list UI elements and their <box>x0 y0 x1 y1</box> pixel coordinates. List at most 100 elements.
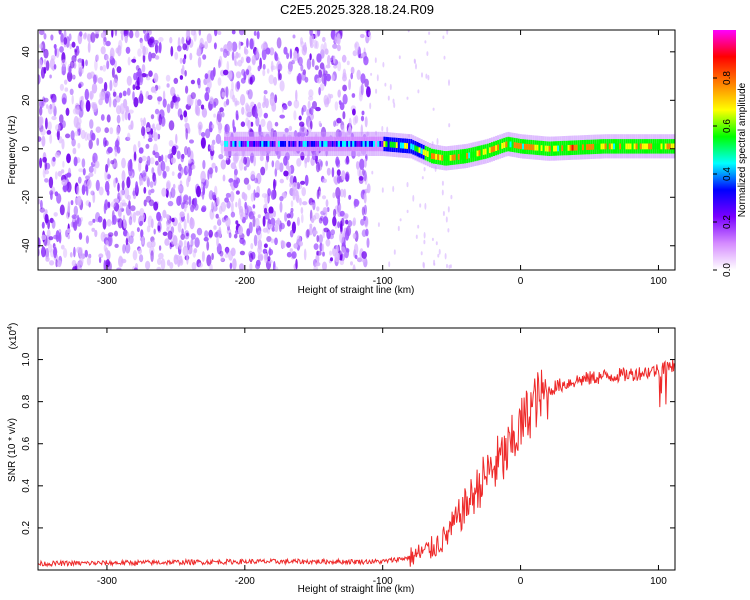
ridge-core <box>664 143 667 150</box>
noise-speckle <box>296 216 300 226</box>
noise-speckle <box>232 258 237 270</box>
noise-speckle <box>363 170 367 182</box>
noise-speckle <box>331 167 335 178</box>
noise-speckle <box>255 47 259 59</box>
noise-speckle <box>166 103 171 114</box>
noise-speckle <box>106 250 111 261</box>
noise-speckle <box>166 259 171 266</box>
noise-speckle <box>276 37 282 49</box>
noise-speckle <box>76 261 81 270</box>
noise-speckle <box>174 102 179 110</box>
noise-speckle <box>432 107 435 111</box>
noise-speckle <box>321 195 327 200</box>
noise-speckle <box>177 45 182 52</box>
noise-speckle <box>263 90 268 95</box>
colorbar-tick-label: 0.0 <box>722 263 733 277</box>
ridge-core <box>561 145 564 152</box>
noise-speckle <box>318 234 323 244</box>
noise-speckle <box>133 151 137 161</box>
noise-speckle <box>311 58 315 68</box>
ridge-core <box>325 141 328 147</box>
snr-frame <box>37 327 676 571</box>
noise-speckle <box>116 66 122 74</box>
noise-speckle <box>91 132 96 141</box>
noise-speckle <box>171 217 175 223</box>
noise-speckle <box>340 246 346 255</box>
noise-speckle <box>104 127 109 134</box>
ridge-core <box>443 155 446 162</box>
noise-speckle <box>59 46 64 53</box>
noise-speckle <box>62 160 65 168</box>
noise-speckle <box>141 155 147 162</box>
noise-speckle <box>113 78 118 88</box>
noise-speckle <box>190 204 195 213</box>
noise-speckle <box>49 93 54 100</box>
noise-speckle <box>134 30 140 38</box>
noise-speckle <box>167 153 173 160</box>
ridge-core <box>441 155 444 161</box>
noise-speckle <box>157 225 161 232</box>
ridge-core <box>594 143 597 150</box>
noise-speckle <box>339 210 345 217</box>
noise-speckle <box>189 139 194 144</box>
noise-speckle <box>274 167 278 177</box>
noise-speckle <box>446 30 449 35</box>
noise-speckle <box>54 171 58 180</box>
ridge-core <box>581 144 584 151</box>
noise-speckle <box>235 71 242 79</box>
noise-speckle <box>225 86 229 98</box>
ridge-core <box>306 141 309 147</box>
noise-speckle <box>182 43 187 51</box>
noise-speckle <box>170 187 176 199</box>
noise-speckle <box>121 110 125 122</box>
noise-speckle <box>302 201 308 206</box>
noise-speckle <box>366 86 371 98</box>
noise-speckle <box>308 95 314 101</box>
ridge-core <box>255 141 258 147</box>
noise-speckle <box>102 218 107 230</box>
noise-speckle <box>295 258 298 270</box>
noise-speckle <box>116 267 122 270</box>
noise-speckle <box>181 228 184 236</box>
noise-speckle <box>279 162 284 173</box>
noise-speckle <box>78 176 82 184</box>
noise-speckle <box>126 87 131 96</box>
spectrogram-frame <box>37 29 676 271</box>
noise-speckle <box>39 207 45 213</box>
noise-speckle <box>343 188 347 198</box>
noise-speckle <box>234 55 237 66</box>
snr-x-ticks: -300 -200 -100 0 100 <box>97 328 667 587</box>
ridge-core <box>348 141 351 147</box>
noise-speckle <box>412 194 415 202</box>
noise-speckle <box>164 238 170 246</box>
noise-speckle <box>105 40 111 47</box>
noise-speckle <box>340 124 345 133</box>
ridge-core <box>331 141 334 147</box>
noise-speckle <box>133 144 137 154</box>
noise-speckle <box>206 241 210 251</box>
noise-speckle <box>235 113 239 121</box>
ridge-core <box>358 141 361 147</box>
noise-speckle <box>125 105 130 113</box>
ridge-core <box>395 142 398 148</box>
noise-speckle <box>387 95 390 101</box>
noise-speckle <box>99 65 103 71</box>
noise-speckle <box>231 51 235 61</box>
noise-speckle <box>197 121 203 131</box>
noise-speckle <box>154 151 160 159</box>
noise-speckle <box>98 186 104 196</box>
noise-speckle <box>57 260 62 266</box>
snr-y-tick-label: 0.8 <box>21 394 32 408</box>
noise-speckle <box>211 201 214 213</box>
noise-speckle <box>290 200 294 208</box>
noise-speckle <box>245 102 249 112</box>
noise-speckle <box>95 126 102 133</box>
noise-speckle <box>149 181 154 188</box>
noise-speckle <box>262 215 266 227</box>
noise-speckle <box>65 133 71 139</box>
noise-speckle <box>221 111 225 118</box>
noise-speckle <box>148 51 152 62</box>
noise-speckle <box>211 162 216 169</box>
spectrogram-y-tick-label: 40 <box>21 46 32 58</box>
noise-speckle <box>153 132 159 142</box>
